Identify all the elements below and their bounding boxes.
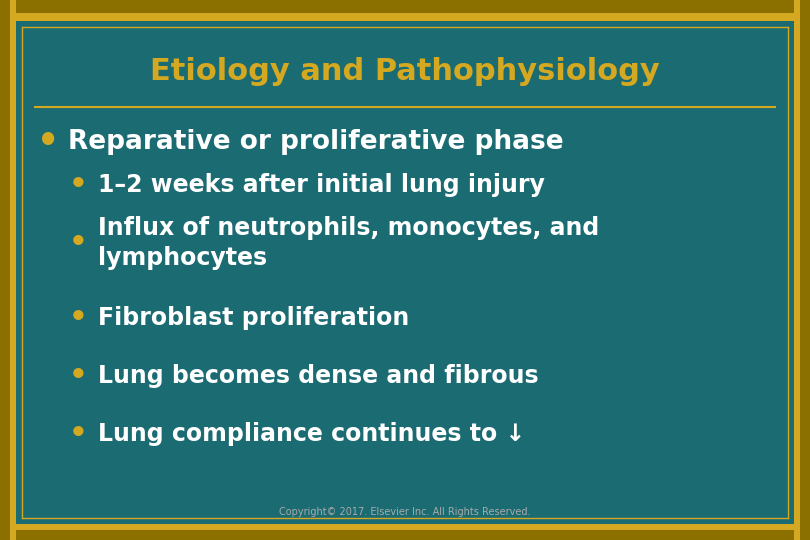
- Bar: [0, 524, 810, 530]
- Text: 1–2 weeks after initial lung injury: 1–2 weeks after initial lung injury: [98, 173, 545, 197]
- Bar: [0, 13, 810, 21]
- Bar: [0, 530, 810, 540]
- Text: Lung compliance continues to ↓: Lung compliance continues to ↓: [98, 422, 525, 446]
- Text: •: •: [69, 229, 87, 257]
- Bar: [0, 0, 810, 13]
- Text: Influx of neutrophils, monocytes, and
lymphocytes: Influx of neutrophils, monocytes, and ly…: [98, 215, 599, 271]
- Text: Reparative or proliferative phase: Reparative or proliferative phase: [68, 129, 564, 155]
- Text: •: •: [69, 304, 87, 332]
- Text: •: •: [69, 420, 87, 448]
- Bar: [794, 0, 800, 540]
- Text: Copyright© 2017. Elsevier Inc. All Rights Reserved.: Copyright© 2017. Elsevier Inc. All Right…: [279, 507, 531, 517]
- Text: Etiology and Pathophysiology: Etiology and Pathophysiology: [150, 57, 660, 86]
- Text: •: •: [69, 171, 87, 199]
- Text: •: •: [37, 125, 59, 159]
- Text: Lung becomes dense and fibrous: Lung becomes dense and fibrous: [98, 364, 539, 388]
- Bar: [800, 0, 810, 540]
- Text: •: •: [69, 362, 87, 390]
- Bar: [0, 0, 10, 540]
- Bar: [10, 0, 16, 540]
- Text: Fibroblast proliferation: Fibroblast proliferation: [98, 306, 409, 330]
